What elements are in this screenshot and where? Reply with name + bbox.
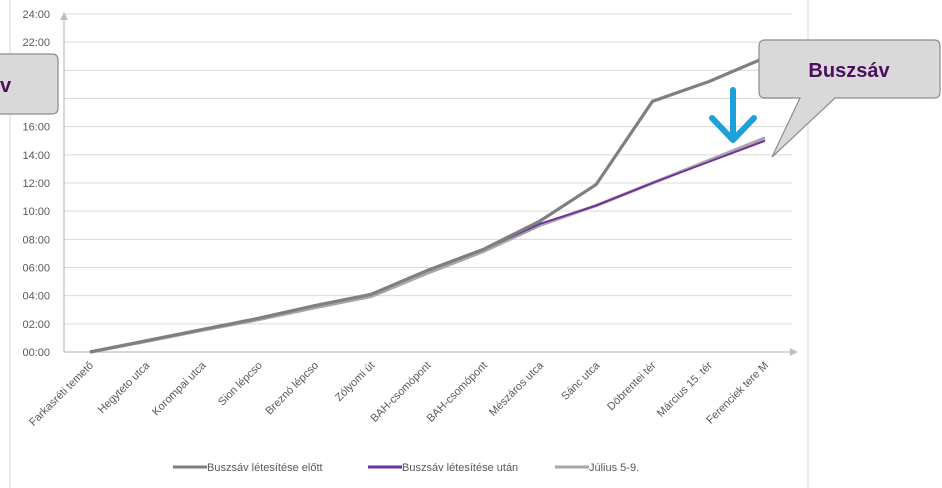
gridlines <box>64 13 792 325</box>
series-lines <box>89 56 766 354</box>
x-tick-label: Ferenciek tere M <box>704 360 771 427</box>
callout-right-text: Buszsáv <box>808 60 890 82</box>
y-tick-label: 22:00 <box>22 37 50 49</box>
x-tick-label: Mészáros utca <box>487 359 547 419</box>
y-tick-label: 02:00 <box>22 319 50 331</box>
x-tick-label: Sánc utca <box>559 359 603 403</box>
x-tick-label: Sion lépcso <box>216 360 265 409</box>
x-tick-label: Zólyomi út <box>333 360 377 404</box>
callout-right: Buszsáv <box>758 39 941 158</box>
y-tick-label: 24:00 <box>22 9 50 21</box>
x-tick-label: Breznó lépcso <box>263 360 321 418</box>
y-tick-label: 08:00 <box>22 234 50 246</box>
axes <box>60 12 798 356</box>
y-tick-label: 00:00 <box>22 347 50 359</box>
legend-label: Július 5-9. <box>589 462 639 474</box>
x-tick-label: BAH-csomópont <box>425 360 490 425</box>
y-tick-label: 14:00 <box>22 150 50 162</box>
x-tick-label: Korompai utca <box>150 359 209 418</box>
down-arrow-icon <box>709 87 757 143</box>
y-axis-arrow <box>60 12 68 20</box>
x-tick-label: Március 15. tér <box>655 359 715 419</box>
y-tick-labels: 00:00 02:00 04:00 06:00 08:00 10:00 12:00 14:00… <box>22 9 50 359</box>
x-tick-label: Hegyteto utca <box>96 359 153 416</box>
series-line <box>89 56 766 354</box>
x-tick-label: Döbrentei tér <box>605 359 659 413</box>
legend-label: Buszsáv létesítése előtt <box>207 462 323 474</box>
y-tick-label: 16:00 <box>22 122 50 134</box>
y-tick-label: 06:00 <box>22 263 50 275</box>
y-tick-label: 04:00 <box>22 291 50 303</box>
y-tick-label: 10:00 <box>22 206 50 218</box>
series-line <box>89 139 766 353</box>
series-line <box>89 136 766 354</box>
legend-label: Buszsáv létesítése után <box>402 462 518 474</box>
y-tick-label: 12:00 <box>22 178 50 190</box>
callout-left-text: v <box>0 75 12 97</box>
x-tick-label: BAH-csomópont <box>369 360 434 425</box>
legend: Buszsáv létesítése előtt Buszsáv létesíté… <box>173 462 639 474</box>
x-axis-arrow <box>790 348 798 356</box>
callout-left: v <box>0 53 59 115</box>
x-tick-label: Farkasréti temető <box>27 360 96 429</box>
